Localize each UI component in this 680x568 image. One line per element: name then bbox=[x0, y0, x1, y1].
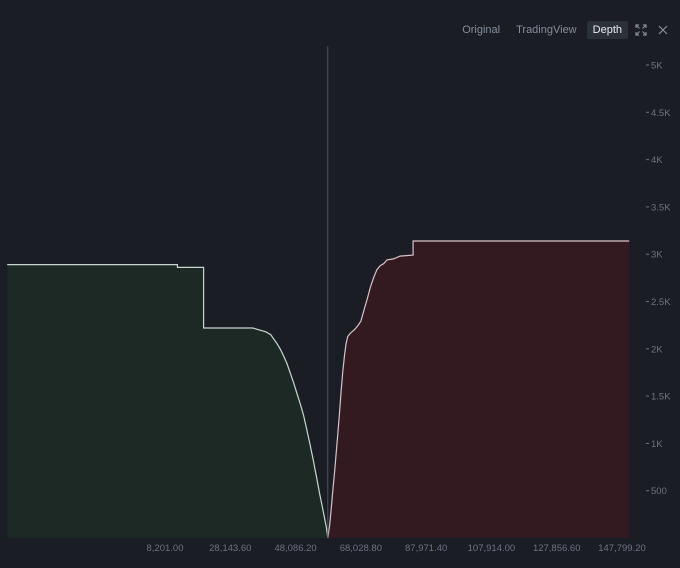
bids-area bbox=[7, 264, 328, 538]
x-tick-label: 147,799.20 bbox=[598, 543, 646, 554]
y-tick-label: 3K bbox=[651, 250, 663, 261]
y-tick-label: 4.5K bbox=[651, 108, 671, 119]
expand-icon[interactable] bbox=[632, 21, 650, 39]
y-tick-label: 2K bbox=[651, 344, 663, 355]
x-tick-label: 107,914.00 bbox=[468, 543, 516, 554]
chart-toolbar: Original TradingView Depth bbox=[456, 20, 672, 40]
bids-line bbox=[7, 264, 329, 539]
y-tick-label: 4K bbox=[651, 155, 663, 166]
asks-area bbox=[327, 241, 630, 538]
x-tick-label: 48,086.20 bbox=[274, 543, 316, 554]
tab-depth[interactable]: Depth bbox=[586, 21, 628, 39]
x-tick-label: 68,028.80 bbox=[340, 543, 382, 554]
y-tick-label: 1K bbox=[651, 439, 663, 450]
x-tick-label: 127,856.60 bbox=[533, 543, 581, 554]
tab-tradingview[interactable]: TradingView bbox=[516, 24, 577, 36]
tab-original[interactable]: Original bbox=[462, 24, 501, 36]
x-tick-label: 8,201.00 bbox=[147, 543, 184, 554]
y-tick-label: 1.5K bbox=[651, 392, 671, 403]
x-tick-label: 87,971.40 bbox=[405, 543, 447, 554]
y-tick-label: 5K bbox=[651, 61, 663, 72]
y-axis: 500 1K 1.5K 2K 2.5K 3K 3.5K 4K 4.5K 5K bbox=[646, 61, 671, 497]
close-icon[interactable] bbox=[654, 21, 672, 39]
x-axis: 8,201.00 28,143.60 48,086.20 68,028.80 87,97… bbox=[147, 543, 646, 554]
y-tick-label: 3.5K bbox=[651, 202, 671, 213]
asks-line bbox=[327, 240, 630, 539]
y-tick-label: 2.5K bbox=[651, 297, 671, 308]
y-tick-label: 500 bbox=[651, 486, 667, 497]
x-tick-label: 28,143.60 bbox=[209, 543, 251, 554]
